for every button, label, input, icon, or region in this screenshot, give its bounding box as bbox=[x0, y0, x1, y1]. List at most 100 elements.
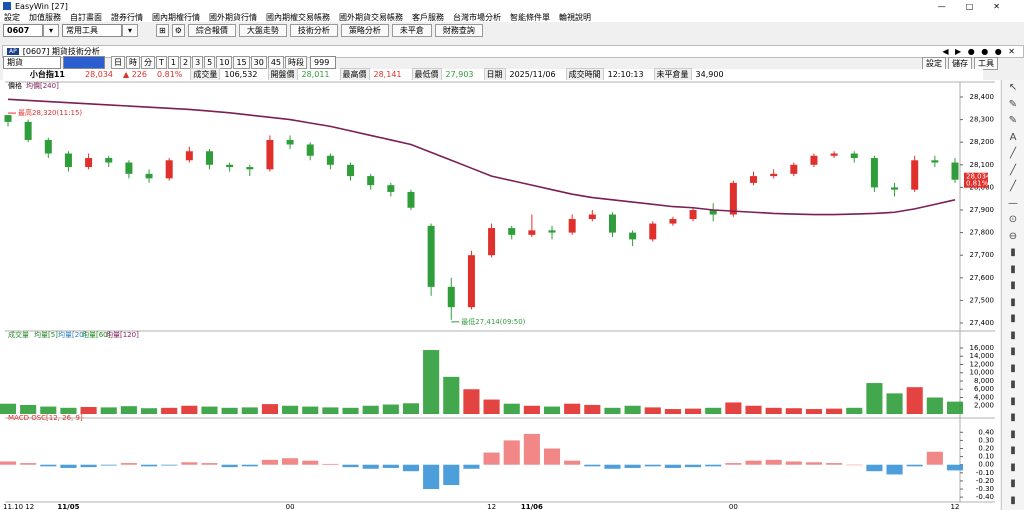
candle-body bbox=[911, 160, 919, 190]
bar bbox=[40, 406, 57, 414]
drawing-tools[interactable]: ↖ ✎ ✎ A ╱ ╱ ╱ — ⊙ ⊖ ▮ ▮ ▮ ▮ ▮ ▮ ▮ ▮ ▮ ▮ ▮ ▮ ▮ ▮ ▮ ▮ bbox=[1001, 80, 1024, 510]
toolbar-button[interactable]: 財務查詢 bbox=[434, 24, 483, 37]
period-button[interactable]: 時 bbox=[126, 56, 140, 69]
period-button[interactable]: 分 bbox=[141, 56, 155, 69]
menu-item[interactable]: 國外期貨交易帳務 bbox=[339, 12, 403, 22]
bar bbox=[362, 464, 379, 469]
period-button[interactable]: T bbox=[156, 56, 167, 69]
toolbar-button[interactable]: 未平倉 bbox=[391, 24, 432, 37]
x-tick-label: 11/06 bbox=[521, 503, 543, 510]
title-bar: EasyWin [27] —□✕ bbox=[0, 0, 1024, 12]
candle-body bbox=[568, 219, 576, 233]
bar bbox=[685, 408, 702, 414]
y-tick-label: 16,000 bbox=[970, 344, 995, 352]
y-tick-label: 0.20 bbox=[978, 445, 994, 453]
menu-item[interactable]: 客戶服務 bbox=[412, 12, 444, 22]
menu-item[interactable]: 智能條件單 bbox=[510, 12, 550, 22]
period-button[interactable]: 2 bbox=[179, 56, 192, 69]
window-controls[interactable]: —□✕ bbox=[937, 1, 1020, 11]
bar bbox=[423, 350, 440, 414]
y-tick-label: 0.00 bbox=[978, 461, 994, 469]
controls-bar: 期貨 日時分 T 1 2 3 5 10 15 30 45 時段 999 bbox=[3, 56, 1023, 69]
menu-item[interactable]: 輪視說明 bbox=[559, 12, 591, 22]
bar bbox=[402, 403, 420, 414]
menu-item[interactable]: 自訂畫面 bbox=[70, 12, 102, 22]
bar bbox=[826, 408, 843, 414]
x-tick-label: 00 bbox=[729, 503, 738, 510]
market-select[interactable]: 期貨 bbox=[3, 56, 61, 69]
menu-item[interactable]: 國內期權交易帳務 bbox=[266, 12, 330, 22]
toolbar-button[interactable]: 策略分析 bbox=[340, 24, 389, 37]
bar bbox=[80, 406, 97, 414]
bar bbox=[664, 409, 681, 414]
bar bbox=[926, 451, 943, 465]
candle-body bbox=[669, 219, 677, 224]
menu-item[interactable]: 加值服務 bbox=[29, 12, 61, 22]
bar bbox=[805, 409, 823, 414]
icon-button[interactable]: ⊞ bbox=[156, 24, 169, 37]
y-tick-label: 27,500 bbox=[970, 296, 995, 304]
bar bbox=[946, 464, 964, 471]
icon-button[interactable]: ⚙ bbox=[171, 24, 185, 37]
period-button[interactable]: 1 bbox=[167, 56, 179, 69]
y-tick-label: -0.20 bbox=[976, 477, 994, 485]
y-tick-label: 27,400 bbox=[970, 319, 995, 327]
candle-body bbox=[205, 151, 213, 165]
tool-select[interactable]: 常用工具 bbox=[62, 24, 123, 37]
menu-item[interactable]: 國內期權行情 bbox=[152, 12, 200, 22]
bar bbox=[221, 464, 238, 468]
legend-label: 均量[20] bbox=[58, 330, 87, 339]
candle-body bbox=[790, 164, 798, 174]
bar bbox=[543, 448, 561, 465]
charts: 27,400 27,500 27,600 27,700 27,800 27,900 28,0… bbox=[0, 81, 995, 510]
symbol-select[interactable] bbox=[63, 56, 105, 69]
legend-label: 均量[5] bbox=[34, 330, 58, 339]
candle-body bbox=[528, 230, 536, 235]
candle-body bbox=[488, 228, 496, 256]
y-tick-label: 0.30 bbox=[978, 436, 994, 444]
bar bbox=[463, 464, 480, 469]
dropdown[interactable]: ▾ bbox=[122, 24, 139, 37]
subwindow-title: [0607] 期貨技術分析 bbox=[22, 47, 100, 56]
dropdown[interactable]: ▾ bbox=[43, 24, 60, 37]
menu-item[interactable]: 設定 bbox=[4, 12, 20, 22]
y-tick-label: 28,300 bbox=[970, 116, 995, 124]
menu-item[interactable]: 國外期貨行情 bbox=[209, 12, 257, 22]
bar bbox=[745, 460, 762, 465]
bar bbox=[503, 440, 520, 465]
candle-body bbox=[347, 164, 355, 177]
period-button[interactable]: 日 bbox=[111, 56, 125, 69]
chart-area bbox=[0, 80, 1000, 510]
period-button[interactable]: 10 bbox=[216, 56, 233, 69]
menu-item[interactable]: 證券行情 bbox=[111, 12, 143, 22]
toolbar-button[interactable]: 綜合報價 bbox=[187, 24, 236, 37]
logo: AP bbox=[7, 48, 19, 55]
quote-bar: 小台指11 28,034 ▲ 226 0.81% 成交量 106,532 開盤價 28… bbox=[3, 68, 983, 81]
bar bbox=[483, 399, 500, 414]
bar bbox=[503, 403, 520, 414]
bar bbox=[100, 464, 117, 466]
bar bbox=[443, 464, 460, 485]
toolbar-button[interactable]: 技術分析 bbox=[289, 24, 338, 37]
period-button[interactable]: 15 bbox=[233, 56, 250, 69]
candle-body bbox=[367, 176, 375, 186]
toolbar-button[interactable]: 大盤走勢 bbox=[238, 24, 287, 37]
period-button[interactable]: 30 bbox=[250, 56, 267, 69]
bar bbox=[463, 389, 480, 414]
count-input[interactable]: 999 bbox=[310, 56, 337, 69]
menu-item[interactable]: 台灣市場分析 bbox=[453, 12, 501, 22]
bar bbox=[20, 463, 37, 465]
y-tick-label: 27,700 bbox=[970, 251, 995, 259]
bar bbox=[282, 405, 299, 414]
bar bbox=[100, 407, 117, 414]
candle-body bbox=[508, 228, 516, 235]
last-price-box bbox=[964, 172, 988, 188]
candle-body bbox=[185, 151, 193, 161]
field-value: 34,900 bbox=[695, 70, 724, 79]
bar bbox=[785, 408, 802, 414]
code-input[interactable]: 0607 bbox=[3, 24, 43, 37]
legend-label: MACD OSC[12, 26, 9] bbox=[8, 414, 83, 422]
subwindow-button[interactable]: 工具 bbox=[974, 57, 998, 70]
bar bbox=[423, 464, 440, 490]
subwindow-controls[interactable]: ◀ ▶ ● ● ● ✕ bbox=[942, 47, 1017, 56]
